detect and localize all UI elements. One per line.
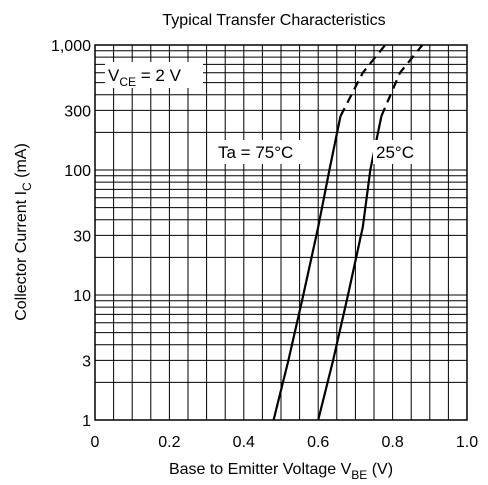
x-tick-label: 0.6 (307, 434, 329, 451)
x-tick-label: 0.4 (233, 434, 255, 451)
y-tick-label: 3 (82, 353, 91, 370)
x-tick-label: 0 (91, 434, 100, 451)
x-axis-label-sub: BE (351, 468, 367, 482)
condition-label-rest: = 2 V (136, 66, 182, 85)
condition-label-main: V (108, 66, 120, 85)
y-axis-label-sub: C (20, 182, 34, 191)
x-axis-label-unit: (V) (367, 461, 393, 478)
x-tick-label: 0.2 (158, 434, 180, 451)
x-axis-label: Base to Emitter Voltage VBE (V) (169, 461, 393, 482)
y-tick-label: 30 (73, 228, 91, 245)
y-tick-label: 300 (64, 103, 91, 120)
x-tick-label: 0.8 (381, 434, 403, 451)
y-axis-label-unit: (mA) (13, 143, 30, 182)
x-tick-label: 1.0 (456, 434, 478, 451)
curve-75-label: Ta = 75°C (218, 143, 293, 162)
series-75c-dashed-line (339, 44, 387, 117)
series-25c-dashed-line (380, 44, 424, 117)
y-tick-label: 100 (64, 163, 91, 180)
x-axis-label-main: Base to Emitter Voltage V (169, 461, 352, 478)
series-lines (272, 44, 424, 421)
condition-label-bg (105, 62, 203, 88)
y-axis-label-main: Collector Current I (13, 191, 30, 321)
condition-label: VCE = 2 V (108, 66, 182, 89)
series-25c-solid-line (317, 115, 383, 421)
curve-25-label: 25°C (376, 143, 414, 162)
y-tick-label: 1 (82, 413, 91, 430)
condition-label-sub: CE (119, 75, 136, 89)
curve-75-label-bg (214, 140, 316, 164)
chart-title: Typical Transfer Characteristics (162, 12, 385, 29)
curve-25-label-bg (373, 140, 425, 164)
y-tick-label: 10 (73, 288, 91, 305)
x-tick-labels: 0 0.2 0.4 0.6 0.8 1.0 (91, 434, 479, 451)
y-axis-label: Collector Current IC (mA) (13, 143, 34, 321)
series-75c-solid-line (272, 115, 342, 421)
grid-lines (95, 45, 467, 420)
y-tick-label: 1,000 (51, 38, 91, 55)
y-tick-labels: 1 3 10 30 100 300 1,000 (51, 38, 91, 430)
plot-frame (94, 44, 468, 421)
